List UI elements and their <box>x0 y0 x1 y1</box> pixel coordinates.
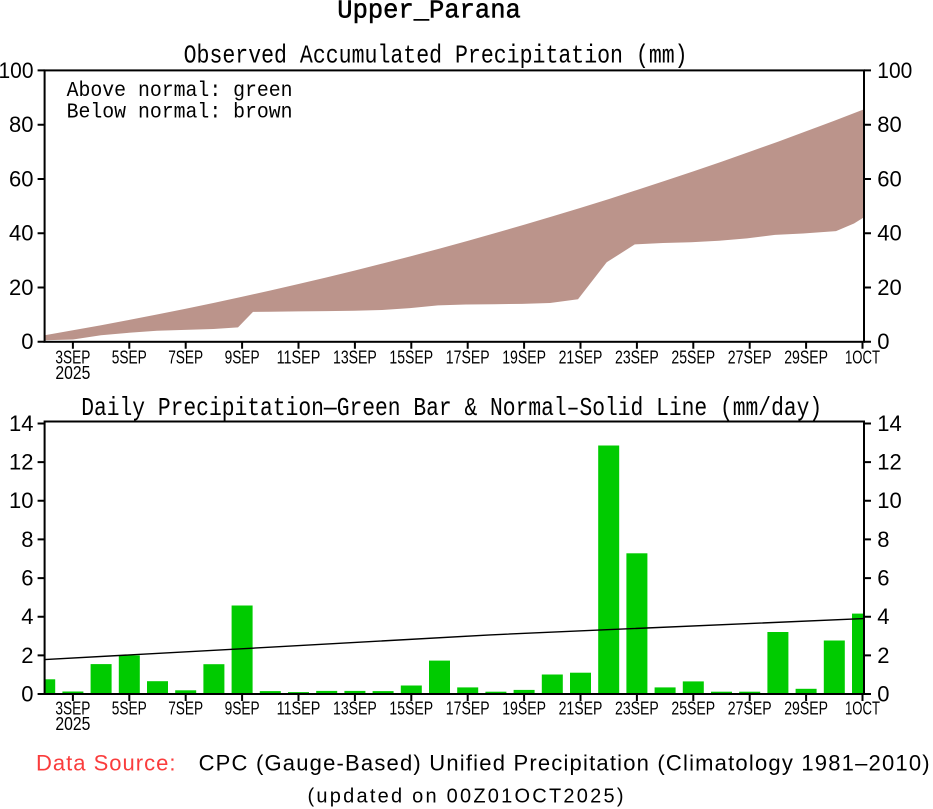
svg-text:23SEP: 23SEP <box>615 699 659 719</box>
svg-text:15SEP: 15SEP <box>389 347 433 367</box>
svg-text:5SEP: 5SEP <box>112 347 147 367</box>
svg-text:20: 20 <box>9 275 33 300</box>
svg-text:4: 4 <box>21 604 33 629</box>
svg-text:Daily Precipitation—Green Bar: Daily Precipitation—Green Bar & Normal–S… <box>81 393 822 423</box>
svg-text:25SEP: 25SEP <box>671 347 715 367</box>
svg-text:3SEP: 3SEP <box>55 347 90 367</box>
svg-text:29SEP: 29SEP <box>784 699 828 719</box>
svg-text:80: 80 <box>877 112 901 137</box>
svg-text:25SEP: 25SEP <box>671 699 715 719</box>
svg-text:14: 14 <box>9 411 33 436</box>
svg-text:27SEP: 27SEP <box>728 699 772 719</box>
svg-text:(updated on 00Z01OCT2025): (updated on 00Z01OCT2025) <box>308 786 624 808</box>
svg-text:21SEP: 21SEP <box>559 699 603 719</box>
svg-text:6: 6 <box>877 566 889 591</box>
svg-text:60: 60 <box>877 166 901 191</box>
svg-text:29SEP: 29SEP <box>784 347 828 367</box>
svg-text:17SEP: 17SEP <box>446 699 490 719</box>
svg-text:40: 40 <box>9 221 33 246</box>
svg-text:3SEP: 3SEP <box>55 699 90 719</box>
svg-text:4: 4 <box>877 604 889 629</box>
svg-text:100: 100 <box>0 58 34 83</box>
svg-text:10: 10 <box>877 488 901 513</box>
svg-text:Below normal: brown: Below normal: brown <box>67 102 293 125</box>
svg-text:21SEP: 21SEP <box>559 347 603 367</box>
svg-text:2025: 2025 <box>55 714 90 734</box>
svg-text:11SEP: 11SEP <box>277 699 321 719</box>
svg-text:0: 0 <box>877 329 889 354</box>
svg-text:17SEP: 17SEP <box>446 347 490 367</box>
svg-text:8: 8 <box>877 527 889 552</box>
svg-text:100: 100 <box>877 58 912 83</box>
svg-text:7SEP: 7SEP <box>168 699 203 719</box>
svg-text:0: 0 <box>21 681 33 706</box>
svg-text:0: 0 <box>877 681 889 706</box>
svg-text:1OCT: 1OCT <box>845 347 880 367</box>
svg-text:12: 12 <box>877 450 901 475</box>
svg-text:80: 80 <box>9 112 33 137</box>
svg-text:15SEP: 15SEP <box>389 699 433 719</box>
svg-text:0: 0 <box>21 329 33 354</box>
svg-text:12: 12 <box>9 450 33 475</box>
svg-text:Observed Accumulated Precipita: Observed Accumulated Precipitation (mm) <box>184 41 688 71</box>
svg-text:1OCT: 1OCT <box>845 699 880 719</box>
svg-text:23SEP: 23SEP <box>615 347 659 367</box>
svg-text:14: 14 <box>877 411 901 436</box>
svg-text:27SEP: 27SEP <box>728 347 772 367</box>
svg-text:8: 8 <box>21 527 33 552</box>
svg-text:Upper_Parana: Upper_Parana <box>337 0 521 25</box>
svg-text:Data Source:: Data Source: <box>36 751 176 776</box>
svg-text:13SEP: 13SEP <box>333 699 377 719</box>
svg-text:9SEP: 9SEP <box>225 347 260 367</box>
svg-text:10: 10 <box>9 488 33 513</box>
svg-text:19SEP: 19SEP <box>502 699 546 719</box>
svg-text:40: 40 <box>877 221 901 246</box>
svg-text:60: 60 <box>9 166 33 191</box>
svg-text:6: 6 <box>21 566 33 591</box>
svg-text:CPC (Gauge-Based) Unified Prec: CPC (Gauge-Based) Unified Precipitation … <box>199 751 930 776</box>
svg-text:5SEP: 5SEP <box>112 699 147 719</box>
svg-text:Above normal: green: Above normal: green <box>67 80 293 103</box>
svg-text:2025: 2025 <box>55 363 90 383</box>
svg-text:11SEP: 11SEP <box>277 347 321 367</box>
svg-text:9SEP: 9SEP <box>225 699 260 719</box>
svg-text:19SEP: 19SEP <box>502 347 546 367</box>
svg-text:2: 2 <box>21 643 33 668</box>
svg-text:20: 20 <box>877 275 901 300</box>
svg-text:2: 2 <box>877 643 889 668</box>
svg-text:7SEP: 7SEP <box>168 347 203 367</box>
svg-text:13SEP: 13SEP <box>333 347 377 367</box>
